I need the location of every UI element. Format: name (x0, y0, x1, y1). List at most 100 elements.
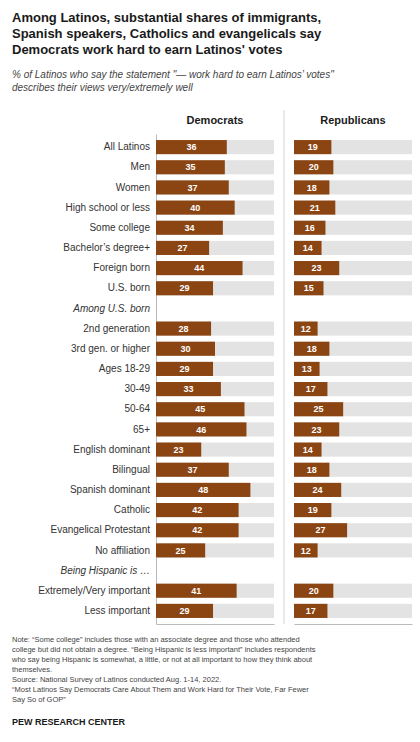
data-label: 18 (307, 344, 317, 354)
y-tick: Among U.S. born (72, 303, 156, 314)
bar-background (156, 362, 274, 376)
bar (294, 402, 343, 416)
bar (156, 382, 221, 396)
title-line: Democrats work hard to earn Latinos' vot… (12, 42, 282, 57)
data-label: 29 (180, 283, 190, 293)
bar (294, 382, 327, 396)
y-tick-label: English dominant (73, 444, 150, 455)
bar (156, 543, 205, 557)
data-labels: 3635374034274429283029334546233748424225… (174, 142, 209, 616)
y-tick-label: High school or less (66, 202, 150, 213)
data-label: 23 (312, 425, 322, 435)
bar (294, 543, 318, 557)
data-label: 46 (196, 425, 206, 435)
data-label: 42 (192, 525, 202, 535)
y-tick: Women (116, 182, 156, 193)
x-axis-domain (157, 624, 275, 625)
data-label: 24 (313, 485, 323, 495)
data-label: 48 (198, 485, 208, 495)
x-axis-domain (295, 624, 413, 625)
bar (294, 221, 325, 235)
note-line: who say being Hispanic is somewhat, a li… (11, 655, 313, 664)
data-label: 29 (180, 606, 190, 616)
bar (156, 362, 213, 376)
bar-background (294, 422, 412, 436)
note-line: college but did not obtain a degree. “Be… (12, 645, 316, 654)
data-label: 16 (305, 223, 315, 233)
data-label: 28 (179, 324, 189, 334)
y-tick-label: Less important (84, 605, 150, 616)
bar-background (294, 221, 412, 235)
y-tick-label: Evangelical Protestant (50, 524, 150, 535)
bar (294, 261, 339, 275)
bar-background (156, 443, 274, 457)
y-tick: 30-49 (124, 383, 156, 394)
y-tick: 50-64 (124, 403, 156, 414)
y-tick: Evangelical Protestant (50, 524, 156, 535)
bar (156, 221, 223, 235)
bar-background (156, 523, 274, 537)
bar (156, 322, 211, 336)
bar-background (156, 584, 274, 598)
bar-background (294, 382, 412, 396)
y-tick-label: Some college (89, 222, 150, 233)
bar (156, 402, 245, 416)
data-label: 23 (174, 445, 184, 455)
bar (156, 443, 201, 457)
bar-background (156, 422, 274, 436)
bar (156, 422, 246, 436)
bar-background (156, 261, 274, 275)
source-label: PEW RESEARCH CENTER (12, 717, 126, 727)
bar-background (294, 362, 412, 376)
data-label: 33 (183, 384, 193, 394)
bar-background (156, 604, 274, 618)
bar (294, 584, 333, 598)
panel-header: Democrats (187, 114, 244, 126)
y-tick-label: Men (131, 161, 150, 172)
bar-background (294, 483, 412, 497)
note: Note: “Some college” includes those with… (11, 635, 316, 704)
data-label: 41 (191, 586, 201, 596)
data-label: 19 (308, 142, 318, 152)
bar-background (156, 160, 274, 174)
data-label: 34 (184, 223, 194, 233)
bar (294, 463, 329, 477)
data-labels: 1920182116142315121813172523141824192712… (301, 142, 326, 616)
bar (294, 523, 347, 537)
data-label: 37 (187, 465, 197, 475)
data-label: 25 (176, 546, 186, 556)
data-label: 45 (195, 404, 205, 414)
data-label: 18 (307, 465, 317, 475)
y-tick-label: Ages 18-29 (99, 363, 151, 374)
y-tick-label: No affiliation (95, 545, 150, 556)
note-line: Note: “Some college” includes those with… (12, 635, 300, 644)
note-line: Source: National Survey of Latinos condu… (12, 675, 221, 684)
bar-background (294, 140, 412, 154)
bar (156, 160, 225, 174)
y-tick-label: U.S. born (108, 282, 150, 293)
bar-background (294, 160, 412, 174)
data-label: 35 (185, 162, 195, 172)
y-tick: Ages 18-29 (99, 363, 156, 374)
bar-background (156, 342, 274, 356)
bar (294, 503, 331, 517)
bar-background (294, 241, 412, 255)
bar-background (294, 443, 412, 457)
bar (156, 281, 213, 295)
data-label: 37 (187, 183, 197, 193)
y-tick: 2nd generation (83, 323, 156, 334)
bar (156, 342, 215, 356)
bar-background (156, 281, 274, 295)
y-tick-label: Catholic (114, 504, 150, 515)
bars (294, 140, 412, 618)
bar (294, 160, 333, 174)
bar (156, 140, 227, 154)
data-label: 14 (303, 243, 313, 253)
bar (294, 342, 329, 356)
data-label: 23 (312, 263, 322, 273)
y-tick-label: Extremely/Very important (38, 585, 150, 596)
title-line: Among Latinos, substantial shares of imm… (12, 10, 321, 25)
bar-background (156, 503, 274, 517)
y-tick: English dominant (73, 444, 156, 455)
x-axis (157, 624, 275, 625)
